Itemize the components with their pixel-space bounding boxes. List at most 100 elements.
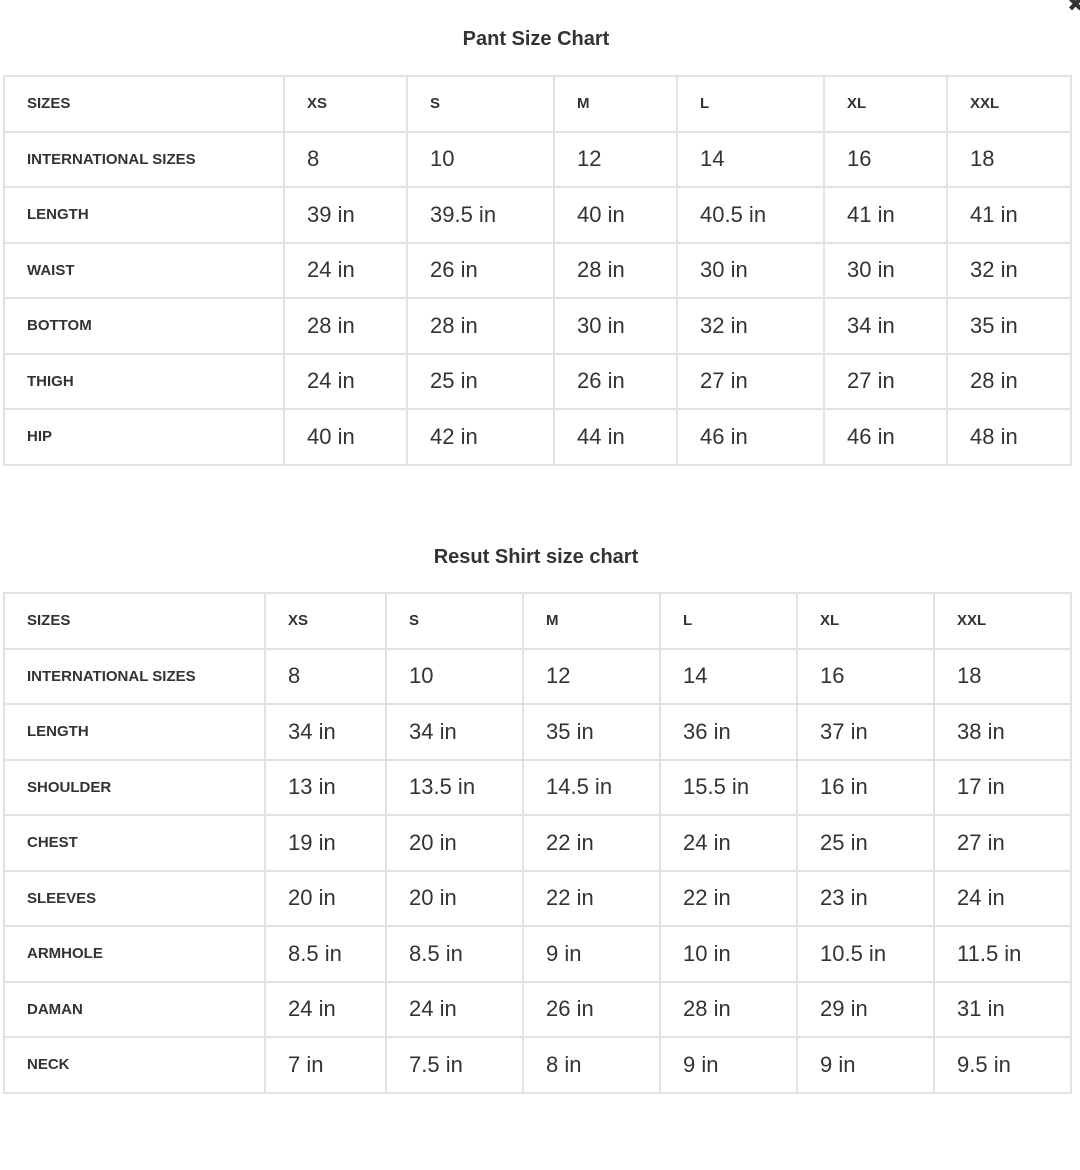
measurement-cell: 46 in xyxy=(823,408,948,466)
measurement-cell: 29 in xyxy=(796,980,935,1038)
table-row: INTERNATIONAL SIZES 8 10 12 14 16 18 xyxy=(3,130,1072,188)
measurement-cell: 32 in xyxy=(676,297,825,355)
row-label: CHEST xyxy=(3,814,266,872)
measurement-cell: 20 in xyxy=(264,869,387,927)
table-row: SLEEVES 20 in 20 in 22 in 22 in 23 in 24 in xyxy=(3,869,1072,927)
measurement-cell: 35 in xyxy=(522,703,661,761)
size-header: S xyxy=(406,75,555,133)
table-row: HIP 40 in 42 in 44 in 46 in 46 in 48 in xyxy=(3,408,1072,466)
table-row: LENGTH 34 in 34 in 35 in 36 in 37 in 38 in xyxy=(3,703,1072,761)
measurement-cell: 9 in xyxy=(796,1036,935,1094)
measurement-cell: 8.5 in xyxy=(385,925,524,983)
row-label: ARMHOLE xyxy=(3,925,266,983)
measurement-cell: 10 xyxy=(385,647,524,705)
measurement-cell: 13.5 in xyxy=(385,758,524,816)
measurement-cell: 18 xyxy=(933,647,1072,705)
measurement-cell: 34 in xyxy=(385,703,524,761)
measurement-cell: 30 in xyxy=(823,241,948,299)
size-header: XXL xyxy=(933,592,1072,650)
row-label: SIZES xyxy=(3,592,266,650)
size-header: XL xyxy=(796,592,935,650)
measurement-cell: 24 in xyxy=(283,352,408,410)
measurement-cell: 12 xyxy=(522,647,661,705)
size-header: M xyxy=(522,592,661,650)
shirt-size-table: SIZES XS S M L XL XXL INTERNATIONAL SIZES 8 10 12 1… xyxy=(3,592,1072,1094)
measurement-cell: 27 in xyxy=(823,352,948,410)
measurement-cell: 14 xyxy=(676,130,825,188)
measurement-cell: 17 in xyxy=(933,758,1072,816)
measurement-cell: 16 xyxy=(823,130,948,188)
measurement-cell: 8 xyxy=(264,647,387,705)
row-label: HIP xyxy=(3,408,285,466)
measurement-cell: 14 xyxy=(659,647,798,705)
measurement-cell: 19 in xyxy=(264,814,387,872)
measurement-cell: 40 in xyxy=(283,408,408,466)
size-header: S xyxy=(385,592,524,650)
measurement-cell: 16 xyxy=(796,647,935,705)
measurement-cell: 30 in xyxy=(676,241,825,299)
measurement-cell: 40.5 in xyxy=(676,186,825,244)
measurement-cell: 48 in xyxy=(946,408,1072,466)
measurement-cell: 28 in xyxy=(553,241,678,299)
measurement-cell: 39 in xyxy=(283,186,408,244)
measurement-cell: 11.5 in xyxy=(933,925,1072,983)
measurement-cell: 34 in xyxy=(264,703,387,761)
measurement-cell: 46 in xyxy=(676,408,825,466)
measurement-cell: 24 in xyxy=(933,869,1072,927)
measurement-cell: 30 in xyxy=(553,297,678,355)
measurement-cell: 10 xyxy=(406,130,555,188)
row-label: SIZES xyxy=(3,75,285,133)
size-header: XS xyxy=(264,592,387,650)
measurement-cell: 24 in xyxy=(283,241,408,299)
row-label: INTERNATIONAL SIZES xyxy=(3,647,266,705)
row-label: WAIST xyxy=(3,241,285,299)
size-header: M xyxy=(553,75,678,133)
measurement-cell: 39.5 in xyxy=(406,186,555,244)
measurement-cell: 9 in xyxy=(522,925,661,983)
row-label: LENGTH xyxy=(3,703,266,761)
table-row: NECK 7 in 7.5 in 8 in 9 in 9 in 9.5 in xyxy=(3,1036,1072,1094)
measurement-cell: 40 in xyxy=(553,186,678,244)
measurement-cell: 26 in xyxy=(406,241,555,299)
measurement-cell: 22 in xyxy=(659,869,798,927)
measurement-cell: 24 in xyxy=(659,814,798,872)
measurement-cell: 8 xyxy=(283,130,408,188)
size-header: XS xyxy=(283,75,408,133)
table-row: ARMHOLE 8.5 in 8.5 in 9 in 10 in 10.5 in 11.5 … xyxy=(3,925,1072,983)
table-row: LENGTH 39 in 39.5 in 40 in 40.5 in 41 in 41 in xyxy=(3,186,1072,244)
row-label: INTERNATIONAL SIZES xyxy=(3,130,285,188)
size-header: XXL xyxy=(946,75,1072,133)
table-row: THIGH 24 in 25 in 26 in 27 in 27 in 28 in xyxy=(3,352,1072,410)
measurement-cell: 41 in xyxy=(823,186,948,244)
measurement-cell: 9.5 in xyxy=(933,1036,1072,1094)
measurement-cell: 16 in xyxy=(796,758,935,816)
measurement-cell: 27 in xyxy=(676,352,825,410)
shirt-chart-title: Resut Shirt size chart xyxy=(433,546,639,568)
measurement-cell: 13 in xyxy=(264,758,387,816)
measurement-cell: 36 in xyxy=(659,703,798,761)
measurement-cell: 10 in xyxy=(659,925,798,983)
size-header: L xyxy=(659,592,798,650)
measurement-cell: 12 xyxy=(553,130,678,188)
row-label: DAMAN xyxy=(3,980,266,1038)
row-label: LENGTH xyxy=(3,186,285,244)
close-icon[interactable]: ✖ xyxy=(1067,0,1080,16)
measurement-cell: 41 in xyxy=(946,186,1072,244)
size-header: XL xyxy=(823,75,948,133)
measurement-cell: 37 in xyxy=(796,703,935,761)
pant-size-table: SIZES XS S M L XL XXL INTERNATIONAL SIZES 8 10 12 1… xyxy=(3,75,1072,466)
measurement-cell: 38 in xyxy=(933,703,1072,761)
measurement-cell: 14.5 in xyxy=(522,758,661,816)
measurement-cell: 25 in xyxy=(406,352,555,410)
table-row: CHEST 19 in 20 in 22 in 24 in 25 in 27 in xyxy=(3,814,1072,872)
measurement-cell: 35 in xyxy=(946,297,1072,355)
table-row: SHOULDER 13 in 13.5 in 14.5 in 15.5 in 16 in 1… xyxy=(3,758,1072,816)
table-row: DAMAN 24 in 24 in 26 in 28 in 29 in 31 in xyxy=(3,980,1072,1038)
measurement-cell: 18 xyxy=(946,130,1072,188)
measurement-cell: 9 in xyxy=(659,1036,798,1094)
measurement-cell: 20 in xyxy=(385,814,524,872)
row-label: SLEEVES xyxy=(3,869,266,927)
measurement-cell: 42 in xyxy=(406,408,555,466)
pant-chart-title: Pant Size Chart xyxy=(462,28,610,50)
measurement-cell: 24 in xyxy=(264,980,387,1038)
